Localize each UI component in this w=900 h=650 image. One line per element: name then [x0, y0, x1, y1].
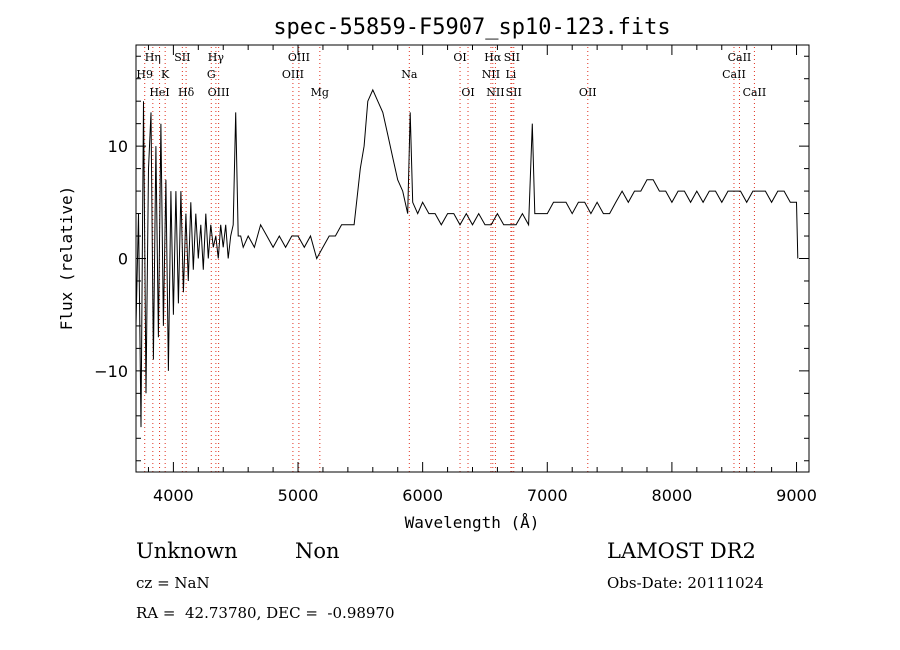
x-tick-label: 5000: [278, 486, 319, 505]
spectral-line-label: Hη: [145, 51, 161, 64]
x-axis-label: Wavelength (Å): [405, 513, 540, 532]
spectral-line-label: SII: [506, 86, 522, 99]
spectral-line-label: OI: [453, 51, 466, 64]
subclass-text: Non: [295, 539, 340, 563]
spectral-line-label: NII: [482, 68, 500, 81]
spectral-line-labels: Hη H9 HeI K SII Hδ Hγ G OIII OIII OIII Mg Na OI OI Hα NI…: [136, 51, 766, 99]
x-tick-label: 9000: [776, 486, 817, 505]
spectral-line-label: Hγ: [208, 51, 225, 64]
spectral-line-label: OIII: [282, 68, 304, 81]
y-tick-label: 0: [118, 250, 128, 269]
spectral-line-markers: [144, 47, 755, 472]
spectral-line-label: NII: [486, 86, 504, 99]
spectral-line-label: CaII: [743, 86, 767, 99]
coordinates-text: RA = 42.73780, DEC = -0.98970: [136, 604, 395, 622]
y-axis-ticks: −10 0 10: [94, 55, 809, 462]
redshift-text: cz = NaN: [136, 574, 210, 592]
spectral-line-label: OI: [461, 86, 474, 99]
spectral-line-label: SII: [174, 51, 190, 64]
survey-text: LAMOST DR2: [607, 539, 756, 563]
spectral-line-label: CaII: [722, 68, 746, 81]
y-tick-label: −10: [94, 362, 128, 381]
spectral-line-label: Hα: [484, 51, 502, 64]
spectral-line-label: CaII: [728, 51, 752, 64]
chart-title: spec-55859-F5907_sp10-123.fits: [273, 15, 670, 40]
spectral-line-label: Li: [505, 68, 516, 81]
spectral-line-label: SII: [504, 51, 520, 64]
observation-date-text: Obs-Date: 20111024: [607, 574, 764, 592]
x-axis-ticks: 4000 5000 6000 7000 8000 9000: [147, 45, 817, 505]
spectral-line-label: OIII: [288, 51, 310, 64]
spectral-line-label: OII: [579, 86, 597, 99]
spectral-line-label: Na: [401, 68, 418, 81]
x-tick-label: 7000: [527, 486, 568, 505]
plot-frame: [135, 44, 810, 473]
spectral-line-label: K: [161, 68, 170, 81]
spectral-line-label: G: [207, 68, 216, 81]
spectral-line-label: H9: [136, 68, 153, 81]
x-tick-label: 8000: [652, 486, 693, 505]
spectrum-line: [135, 88, 799, 428]
spectral-line-label: OIII: [208, 86, 230, 99]
y-tick-label: 10: [108, 137, 128, 156]
classification-text: Unknown: [136, 539, 238, 563]
spectral-line-label: Mg: [311, 86, 329, 99]
x-tick-label: 4000: [153, 486, 194, 505]
y-axis-label: Flux (relative): [57, 186, 76, 331]
spectral-line-label: HeI: [149, 86, 169, 99]
spectral-line-label: Hδ: [178, 86, 195, 99]
x-tick-label: 6000: [402, 486, 443, 505]
